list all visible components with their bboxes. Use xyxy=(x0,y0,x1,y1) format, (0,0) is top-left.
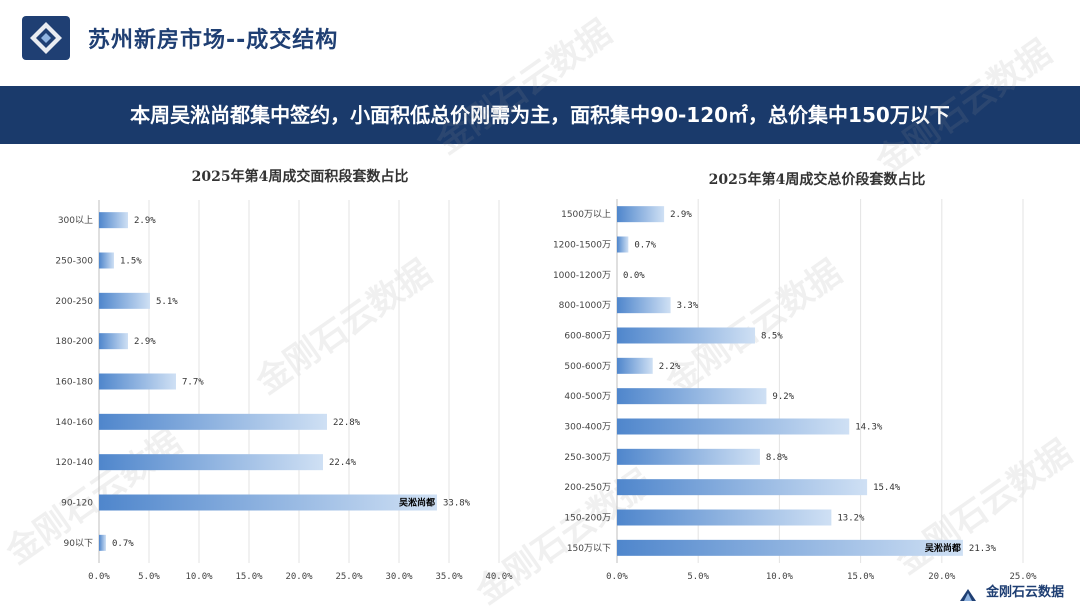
category-label: 250-300万 xyxy=(564,453,611,463)
bar xyxy=(617,539,963,556)
headline-banner: 本周吴淞尚都集中签约，小面积低总价刚需为主，面积集中90-120㎡，总价集中15… xyxy=(0,86,1080,144)
category-label: 250-300 xyxy=(55,257,93,267)
x-tick-label: 5.0% xyxy=(138,572,160,582)
bar xyxy=(99,252,114,269)
footer-brand: 金刚石云数据 xyxy=(985,585,1064,600)
x-tick-label: 0.0% xyxy=(88,572,110,582)
category-label: 200-250万 xyxy=(564,483,611,493)
bar xyxy=(99,454,323,471)
x-tick-label: 25.0% xyxy=(335,572,363,582)
value-label: 5.1% xyxy=(156,297,178,307)
price-chart: 0.0% 5.0% 10.0% 15.0% 20.0% 25.0% 1500万以上 2.9% 1… xyxy=(553,199,1037,582)
area-chart-title: 2025年第4周成交面积段套数占比 xyxy=(191,169,409,185)
price-chart-title: 2025年第4周成交总价段套数占比 xyxy=(708,172,926,188)
category-label: 600-800万 xyxy=(564,332,611,342)
value-label: 0.0% xyxy=(623,271,645,281)
headline-text: 本周吴淞尚都集中签约，小面积低总价刚需为主，面积集中90-120㎡，总价集中15… xyxy=(130,103,950,127)
bar xyxy=(617,448,760,465)
bar xyxy=(99,413,327,430)
category-label: 300以上 xyxy=(58,215,93,226)
page-title: 苏州新房市场--成交结构 xyxy=(88,28,339,53)
value-label: 8.8% xyxy=(766,453,788,463)
bar xyxy=(99,534,106,551)
category-label: 160-180 xyxy=(55,378,93,388)
category-label: 300-400万 xyxy=(564,423,611,433)
category-label: 1500万以上 xyxy=(561,209,611,220)
x-tick-label: 15.0% xyxy=(235,572,263,582)
category-label: 90-120 xyxy=(61,499,93,509)
bar xyxy=(617,479,868,496)
value-label: 8.5% xyxy=(761,332,783,342)
bar-annotation: 吴淞尚都 xyxy=(399,497,435,509)
value-label: 14.3% xyxy=(855,423,883,433)
category-label: 180-200 xyxy=(55,337,93,347)
value-label: 22.4% xyxy=(329,458,357,468)
x-tick-label: 25.0% xyxy=(1009,572,1037,582)
value-label: 0.7% xyxy=(112,539,134,549)
category-label: 150万以下 xyxy=(567,544,611,554)
bar xyxy=(617,357,653,374)
category-label: 90以下 xyxy=(64,539,93,549)
bar xyxy=(99,333,128,350)
bar xyxy=(99,292,150,309)
value-label: 2.9% xyxy=(134,337,156,347)
category-label: 500-600万 xyxy=(564,362,611,372)
bar xyxy=(617,206,665,223)
value-label: 2.9% xyxy=(670,210,692,220)
value-label: 2.2% xyxy=(659,362,681,372)
x-tick-label: 10.0% xyxy=(185,572,213,582)
bar xyxy=(617,297,671,314)
value-label: 3.3% xyxy=(677,301,699,311)
bar xyxy=(617,327,756,344)
x-tick-label: 20.0% xyxy=(285,572,313,582)
x-tick-label: 20.0% xyxy=(928,572,956,582)
bar xyxy=(99,212,128,229)
value-label: 2.9% xyxy=(134,216,156,226)
value-label: 15.4% xyxy=(873,483,901,493)
category-label: 1200-1500万 xyxy=(553,241,611,251)
category-label: 200-250 xyxy=(55,297,93,307)
category-label: 400-500万 xyxy=(564,392,611,402)
value-label: 7.7% xyxy=(182,378,204,388)
x-tick-label: 0.0% xyxy=(606,572,628,582)
value-label: 22.8% xyxy=(333,418,361,428)
x-tick-label: 30.0% xyxy=(385,572,413,582)
value-label: 9.2% xyxy=(772,392,794,402)
value-label: 13.2% xyxy=(837,514,865,524)
bar-annotation: 吴淞尚都 xyxy=(925,542,961,554)
footer-logo-icon xyxy=(960,586,976,601)
bar xyxy=(617,509,832,526)
bar xyxy=(617,418,850,435)
category-label: 1000-1200万 xyxy=(553,271,611,281)
bar xyxy=(99,494,437,511)
category-label: 150-200万 xyxy=(564,514,611,524)
bar xyxy=(617,236,629,253)
category-label: 140-160 xyxy=(55,418,93,428)
value-label: 33.8% xyxy=(443,499,471,509)
bar xyxy=(617,388,767,405)
category-label: 800-1000万 xyxy=(559,301,611,311)
x-tick-label: 15.0% xyxy=(847,572,875,582)
x-tick-label: 40.0% xyxy=(485,572,513,582)
value-label: 1.5% xyxy=(120,257,142,267)
x-tick-label: 10.0% xyxy=(766,572,794,582)
x-tick-label: 5.0% xyxy=(687,572,709,582)
company-logo xyxy=(22,16,70,60)
category-label: 120-140 xyxy=(55,458,93,468)
value-label: 21.3% xyxy=(969,544,997,554)
area-chart: 0.0% 5.0% 10.0% 15.0% 20.0% 25.0% 30.0% 35.0% 40… xyxy=(55,200,513,582)
bar xyxy=(99,373,176,390)
x-tick-label: 35.0% xyxy=(435,572,463,582)
value-label: 0.7% xyxy=(634,241,656,251)
